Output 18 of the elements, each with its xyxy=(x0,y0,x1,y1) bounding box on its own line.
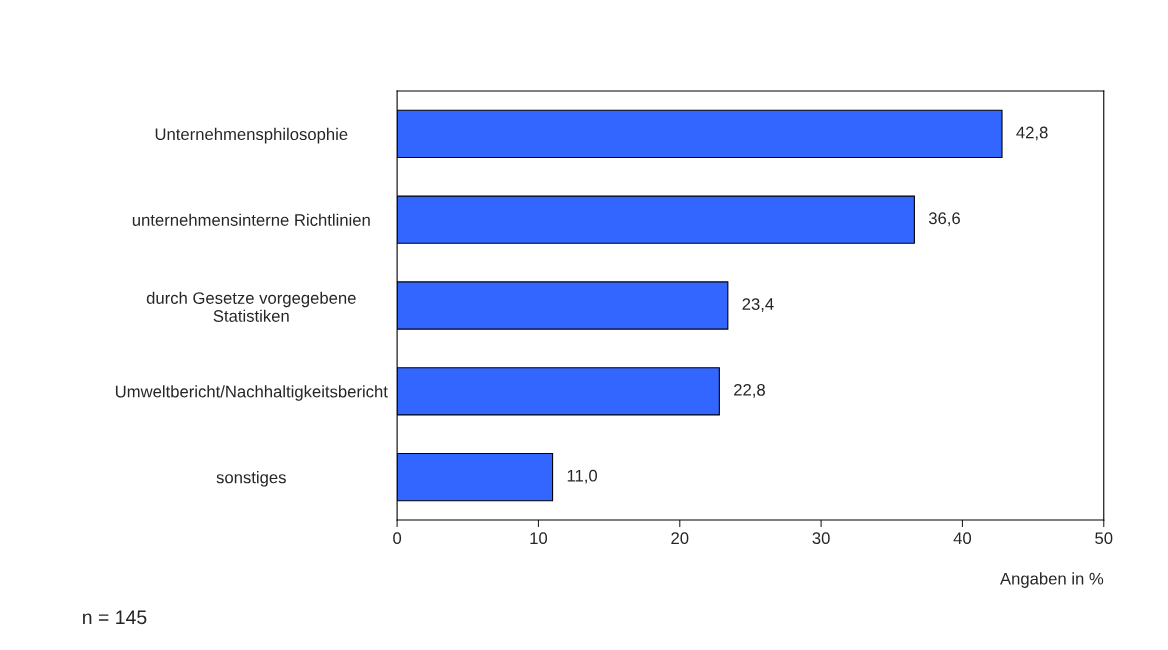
y-tick-label: sonstiges xyxy=(216,471,286,487)
data-label: 36,6 xyxy=(928,212,960,227)
data-label: 42,8 xyxy=(1016,126,1048,141)
x-tick-label: 0 xyxy=(393,532,402,545)
data-label: 22,8 xyxy=(734,383,765,398)
y-tick-label: Unternehmensphilosophie xyxy=(155,127,348,144)
y-tick-label: Umweltbericht/Nachhaltigkeitsbericht xyxy=(115,385,388,401)
x-tick-label: 30 xyxy=(812,532,830,545)
x-tick-label: 40 xyxy=(953,532,972,545)
y-tick-label: unternehmensinterne Richtlinien xyxy=(132,213,370,226)
x-axis-title: Angaben in % xyxy=(1000,572,1104,588)
x-tick-label: 50 xyxy=(1095,532,1113,545)
text: n = 145 xyxy=(83,610,147,625)
y-tick-label: durch Gesetze vorgegebene Statistiken xyxy=(146,291,356,322)
data-label: 23,4 xyxy=(742,298,774,312)
data-label: 11,0 xyxy=(567,469,598,484)
x-tick-label: 10 xyxy=(530,532,548,545)
x-tick-label: 20 xyxy=(671,532,689,545)
